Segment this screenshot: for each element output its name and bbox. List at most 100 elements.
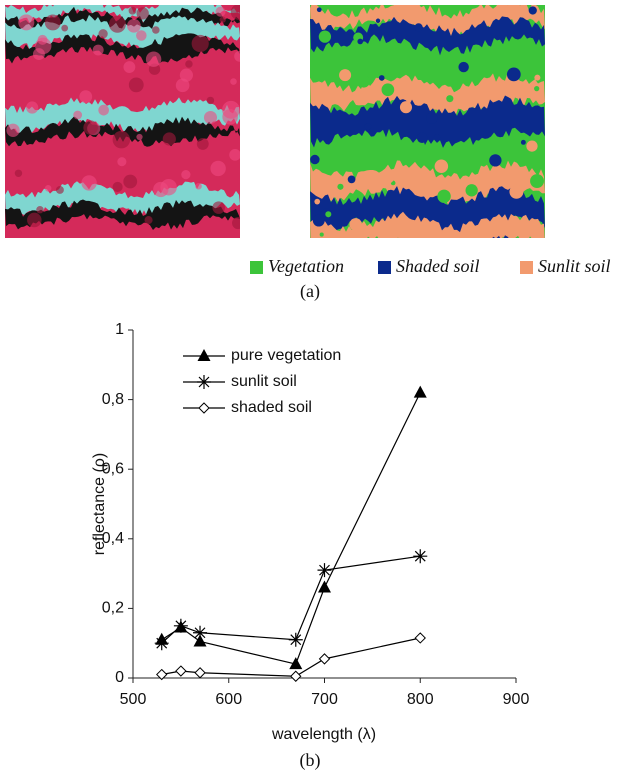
- y-axis-title: reflectance (ρ): [91, 453, 108, 555]
- marker: [413, 549, 428, 564]
- caption-b: (b): [300, 750, 321, 771]
- texture: [433, 134, 441, 141]
- marker: [154, 636, 169, 651]
- legend-marker: [197, 375, 211, 389]
- texture: [191, 34, 209, 53]
- texture: [117, 157, 127, 167]
- y-tick-label: 1: [115, 321, 124, 338]
- texture: [434, 159, 449, 174]
- texture: [145, 51, 162, 67]
- texture: [375, 18, 381, 24]
- marker: [175, 665, 187, 677]
- texture: [128, 77, 144, 93]
- texture: [98, 29, 108, 39]
- texture: [206, 96, 215, 105]
- texture: [230, 5, 240, 20]
- texture: [349, 218, 362, 231]
- texture: [35, 37, 52, 55]
- texture: [136, 7, 149, 20]
- texture: [337, 183, 344, 190]
- texture: [55, 185, 64, 194]
- texture: [195, 182, 202, 190]
- texture: [14, 169, 23, 178]
- texture: [314, 198, 321, 205]
- texture: [127, 18, 141, 33]
- marker: [288, 632, 303, 647]
- texture: [347, 175, 356, 184]
- texture: [534, 74, 541, 81]
- marker: [318, 653, 331, 665]
- texture: [229, 149, 240, 161]
- texture: [123, 174, 138, 189]
- marker: [317, 563, 332, 578]
- texture: [112, 130, 131, 149]
- texture: [128, 6, 137, 15]
- texture: [98, 104, 109, 116]
- texture: [316, 7, 322, 13]
- legend-label: shaded soil: [231, 399, 312, 416]
- texture: [530, 174, 544, 189]
- texture: [144, 216, 153, 225]
- legend-label: Sunlit soil: [538, 256, 611, 276]
- sunlit-band: [310, 5, 545, 39]
- marker: [318, 580, 331, 593]
- texture: [112, 181, 123, 193]
- texture: [26, 101, 39, 114]
- texture: [108, 15, 126, 33]
- texture: [426, 112, 438, 124]
- marker: [193, 625, 208, 640]
- marker: [173, 618, 188, 633]
- legend-label: pure vegetation: [231, 347, 341, 364]
- texture: [81, 175, 97, 191]
- marker: [413, 385, 427, 398]
- texture: [44, 14, 61, 31]
- legend-marker: [198, 402, 210, 414]
- texture: [18, 14, 35, 31]
- texture: [357, 38, 364, 45]
- false-color-image: [5, 5, 240, 238]
- texture: [534, 86, 540, 92]
- marker: [193, 634, 207, 647]
- dark-band: [5, 33, 240, 64]
- x-tick-label: 700: [311, 691, 338, 708]
- marker: [194, 667, 206, 679]
- legend-marker: [197, 349, 211, 361]
- texture: [210, 160, 226, 177]
- texture: [234, 50, 240, 62]
- x-tick-label: 500: [120, 691, 147, 708]
- texture: [325, 211, 332, 218]
- marker: [414, 632, 426, 644]
- texture: [364, 123, 372, 131]
- classified-image: [310, 5, 545, 238]
- texture: [458, 61, 469, 73]
- texture: [36, 206, 44, 214]
- legend-swatch: [378, 261, 391, 274]
- texture: [520, 139, 526, 145]
- texture: [215, 6, 226, 17]
- caption-a: (a): [300, 281, 320, 302]
- y-tick-label: 0,4: [102, 530, 124, 547]
- texture: [162, 132, 176, 146]
- dark-band: [5, 199, 240, 230]
- texture: [196, 137, 209, 150]
- legend-label: Shaded soil: [396, 256, 480, 276]
- texture: [44, 185, 52, 192]
- marker: [290, 670, 302, 682]
- texture: [339, 69, 352, 82]
- texture: [27, 212, 42, 228]
- y-tick-label: 0,8: [102, 391, 124, 408]
- legend-swatch: [250, 261, 263, 274]
- texture: [318, 30, 332, 43]
- texture: [175, 78, 190, 93]
- texture: [73, 110, 83, 120]
- texture: [399, 101, 412, 114]
- texture: [232, 216, 240, 230]
- y-tick-label: 0,6: [102, 460, 124, 477]
- marker: [156, 668, 168, 681]
- marker: [289, 657, 303, 670]
- sunlit-band: [310, 211, 545, 238]
- texture: [92, 44, 104, 56]
- sunlit-band: [310, 71, 545, 118]
- texture: [181, 169, 191, 180]
